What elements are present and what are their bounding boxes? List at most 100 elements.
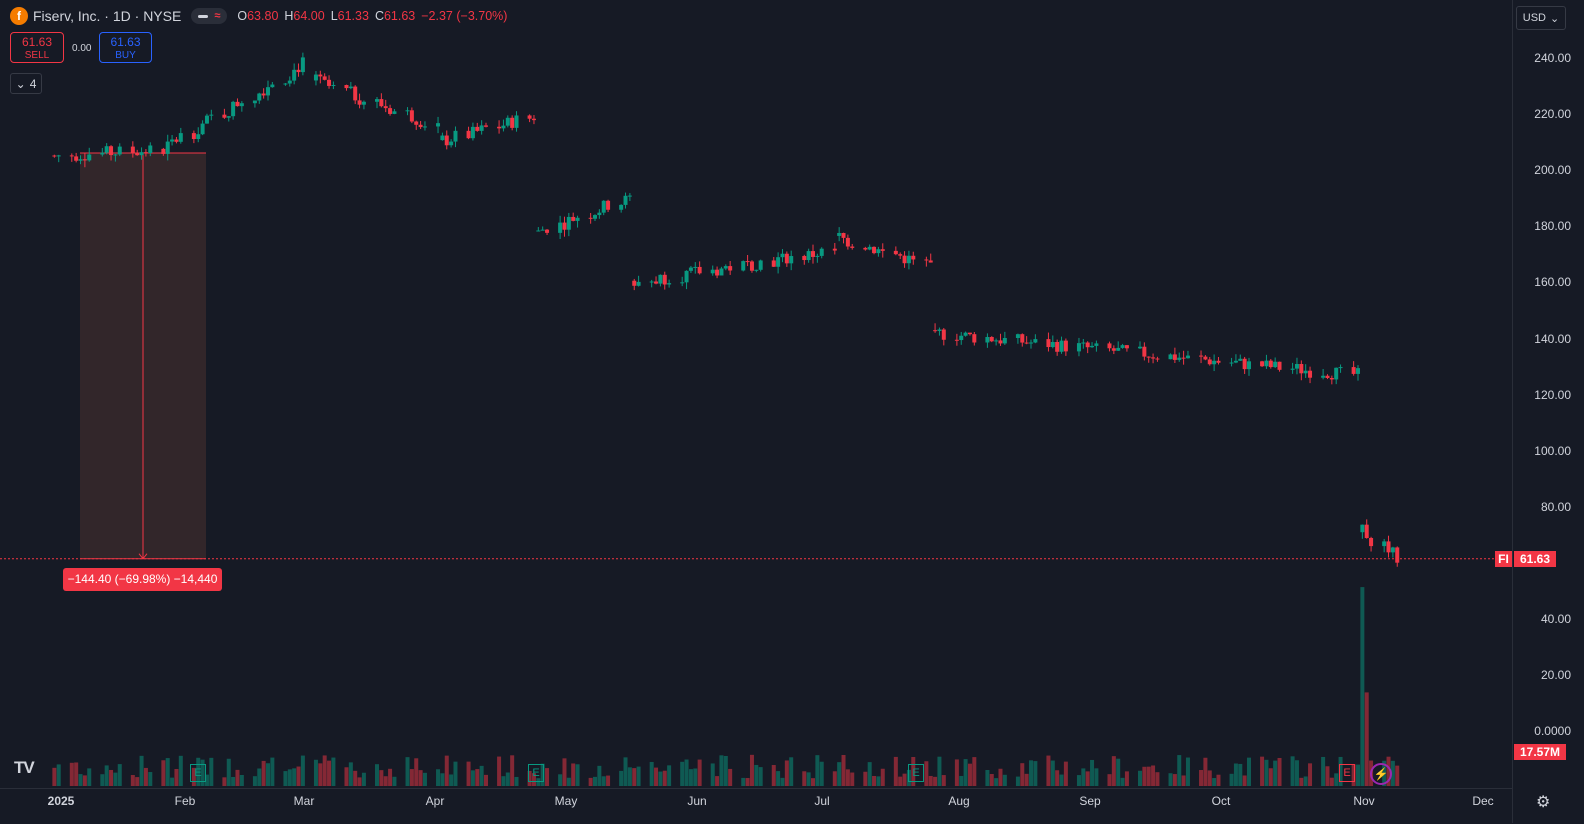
- wave-icon: ≈: [214, 10, 221, 22]
- candle-body: [1015, 334, 1020, 338]
- candle-body: [1229, 362, 1234, 364]
- volume-bar: [963, 759, 968, 786]
- change-value: −2.37 (−3.70%): [421, 9, 508, 23]
- candle-body: [409, 110, 414, 122]
- volume-bar: [296, 766, 301, 786]
- candle-body: [623, 195, 628, 205]
- volume-bar: [688, 769, 693, 786]
- candle-body: [100, 152, 105, 155]
- volume-bar: [1303, 776, 1308, 786]
- candle-body: [466, 130, 471, 139]
- candle-body: [1360, 524, 1365, 533]
- candle-body: [475, 126, 480, 131]
- candle-body: [388, 108, 393, 114]
- candle-body: [191, 133, 196, 140]
- volume-bar: [1046, 755, 1051, 786]
- currency-button[interactable]: USD ⌄: [1516, 6, 1566, 30]
- volume-bar: [1024, 773, 1029, 786]
- candle-body: [78, 159, 83, 161]
- candle-body: [898, 254, 903, 256]
- flash-icon[interactable]: ⚡: [1370, 763, 1392, 785]
- candle-body: [597, 212, 602, 216]
- candle-body: [715, 269, 720, 276]
- volume-bar: [566, 777, 571, 786]
- volume-bar: [1177, 755, 1182, 786]
- volume-bar: [780, 777, 785, 786]
- earnings-marker[interactable]: E: [190, 764, 206, 782]
- candle-body: [867, 246, 872, 250]
- volume-bar: [710, 763, 715, 786]
- volume-bar: [601, 776, 606, 786]
- candle-body: [593, 215, 597, 219]
- candle-body: [1260, 361, 1265, 367]
- arrow-head: [138, 553, 148, 560]
- candle-body: [1207, 359, 1212, 365]
- volume-bar: [1199, 770, 1204, 786]
- volume-bar: [898, 776, 903, 786]
- volume-bar: [1155, 772, 1160, 786]
- volume-bar: [850, 772, 855, 786]
- tradingview-logo[interactable]: TV: [14, 758, 35, 777]
- candle-body: [863, 247, 868, 250]
- candles: [52, 52, 1400, 567]
- volume-bar: [1146, 766, 1151, 786]
- volume-bar: [505, 772, 510, 786]
- volume-bar: [680, 761, 685, 786]
- volume-bar: [383, 776, 388, 786]
- volume-bar: [1216, 774, 1221, 786]
- symbol-title[interactable]: Fiserv, Inc. · 1D · NYSE: [33, 8, 182, 24]
- price-axis[interactable]: 240.00 220.00 200.00 180.00 160.00 140.00 120.…: [1512, 0, 1584, 823]
- candle-body: [880, 249, 885, 251]
- candle-body: [135, 153, 140, 156]
- time-axis[interactable]: 2025 Feb Mar Apr May Jun Jul Aug Sep Oct Nov Dec: [0, 788, 1512, 824]
- volume-bar: [1138, 770, 1142, 786]
- volume-bar: [82, 775, 87, 786]
- candle-body: [235, 101, 240, 107]
- volume-bar: [697, 759, 702, 786]
- candle-body: [514, 115, 519, 128]
- volume-bar: [283, 771, 288, 786]
- earnings-marker[interactable]: E: [908, 764, 924, 782]
- candle-body: [928, 260, 933, 263]
- volume-bar: [261, 760, 266, 786]
- candle-body: [632, 280, 637, 286]
- minus-icon: [198, 14, 209, 18]
- settings-icon[interactable]: ⚙: [1536, 794, 1551, 811]
- volume-bar: [327, 760, 332, 786]
- candle-body: [571, 216, 576, 221]
- volume-bar: [313, 759, 318, 786]
- candle-body: [479, 125, 484, 131]
- candle-body: [327, 79, 332, 86]
- candle-body: [1294, 363, 1299, 369]
- price-chart[interactable]: [0, 0, 1512, 823]
- buy-button[interactable]: 61.63 BUY: [99, 32, 152, 63]
- candle-body: [139, 152, 144, 156]
- candle-body: [784, 253, 789, 264]
- volume-bar: [1351, 764, 1356, 786]
- volume-bar: [52, 767, 57, 786]
- earnings-marker[interactable]: E: [1339, 764, 1355, 782]
- sell-button[interactable]: 61.63 SELL: [10, 32, 64, 63]
- volume-bar: [191, 767, 196, 786]
- volume-bar: [1321, 756, 1326, 786]
- chevron-down-icon: ⌄: [15, 76, 26, 91]
- volume-bar: [1094, 768, 1099, 786]
- indicators-collapse-button[interactable]: ⌄ 4: [10, 73, 42, 94]
- volume-bar: [715, 776, 720, 786]
- candle-body: [1290, 368, 1295, 370]
- volume-bar: [510, 755, 515, 786]
- candle-body: [1233, 360, 1238, 363]
- candle-body: [1151, 357, 1156, 359]
- candle-body: [719, 268, 724, 276]
- visibility-toggle[interactable]: ≈: [191, 8, 228, 24]
- candle-body: [1199, 355, 1204, 357]
- volume-bar: [928, 775, 933, 786]
- volume-bar: [1390, 760, 1395, 786]
- volume-bar: [1076, 775, 1081, 786]
- candle-body: [1033, 339, 1038, 343]
- volume-bar: [1247, 757, 1251, 786]
- candle-body: [313, 74, 318, 81]
- candle-body: [1124, 345, 1129, 349]
- volume-bar: [484, 774, 488, 786]
- earnings-marker[interactable]: E: [528, 764, 544, 782]
